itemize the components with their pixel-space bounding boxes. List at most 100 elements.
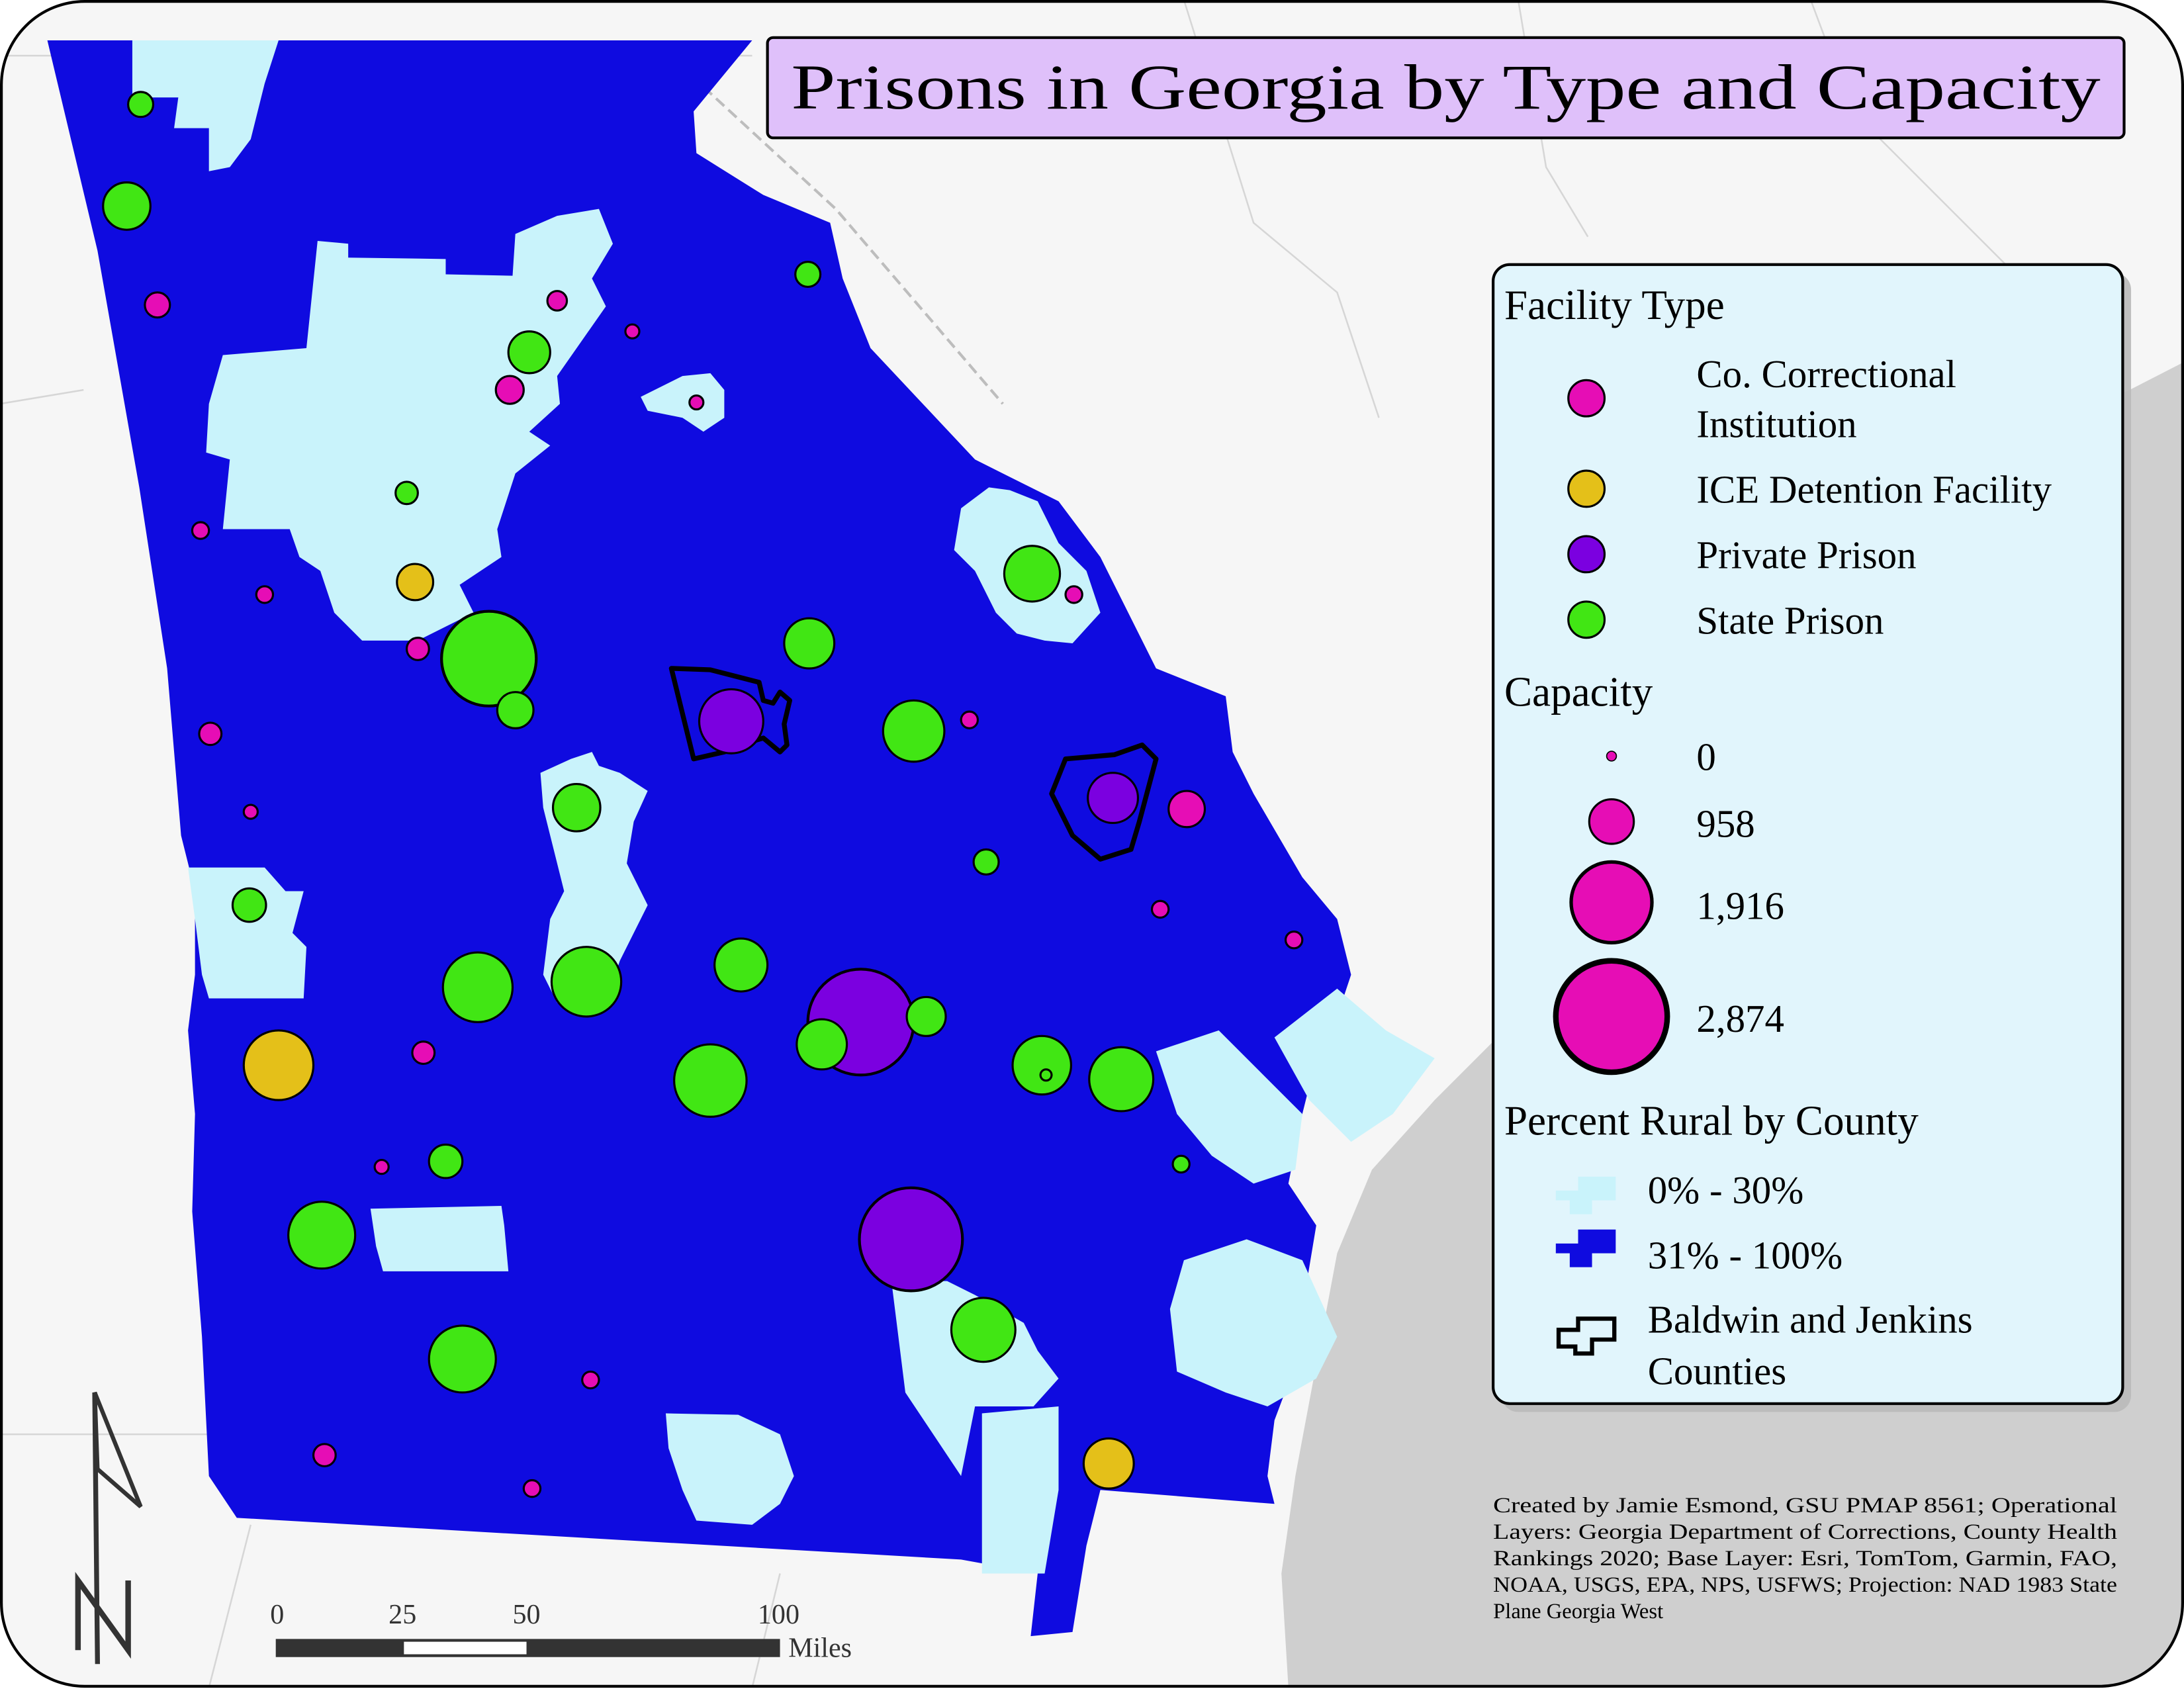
facility-marker-state-prison[interactable] <box>287 1201 357 1270</box>
facility-marker-state-prison[interactable] <box>794 260 822 288</box>
legend-capacity-label-2874: 2,874 <box>1696 997 1784 1040</box>
legend-label-highlight-1: Baldwin and Jenkins <box>1648 1298 1973 1341</box>
facility-marker-county-correctional[interactable] <box>1284 930 1304 950</box>
facility-marker-state-prison[interactable] <box>972 848 1000 876</box>
facility-marker-private-prison[interactable] <box>858 1186 964 1293</box>
facility-marker-county-correctional[interactable] <box>688 394 705 411</box>
facility-marker-county-correctional[interactable] <box>191 521 210 540</box>
map-title: Prisons in Georgia by Type and Capacity <box>791 52 2101 122</box>
legend-capacity-1916 <box>1569 860 1654 945</box>
facility-marker-ice-detention[interactable] <box>1082 1437 1135 1490</box>
legend-label-county-correctional-2: Institution <box>1696 403 1856 446</box>
facility-marker-county-correctional[interactable] <box>1167 790 1206 829</box>
facility-marker-county-correctional[interactable] <box>1150 899 1170 919</box>
facility-marker-state-prison[interactable] <box>231 887 267 923</box>
north-arrow-head-icon <box>92 1391 143 1508</box>
scale-bar-light-segment <box>404 1641 527 1655</box>
facility-marker-state-prison[interactable] <box>550 946 623 1018</box>
legend-capacity-label-958: 958 <box>1696 802 1754 845</box>
facility-marker-private-prison[interactable] <box>1087 772 1140 825</box>
legend-label-highlight-2: Counties <box>1648 1349 1786 1393</box>
facility-marker-state-prison[interactable] <box>496 691 535 729</box>
credits-line-3: Rankings 2020; Base Layer: Esri, TomTom,… <box>1493 1547 2117 1571</box>
legend-heading-capacity: Capacity <box>1504 669 1653 715</box>
legend-capacity-958 <box>1588 798 1635 845</box>
legend-capacity-0 <box>1606 751 1617 762</box>
scale-bar-dark <box>275 1639 780 1657</box>
credits-line-2: Layers: Georgia Department of Correction… <box>1493 1520 2117 1544</box>
facility-marker-county-correctional[interactable] <box>960 710 979 729</box>
legend-label-ice-detention: ICE Detention Facility <box>1696 469 2052 512</box>
facility-marker-state-prison[interactable] <box>1088 1046 1155 1113</box>
facility-marker-county-correctional[interactable] <box>546 290 569 312</box>
facility-marker-state-prison[interactable] <box>783 617 836 670</box>
legend-label-rural-high: 31% - 100% <box>1648 1234 1843 1277</box>
facilities-layer <box>102 91 1304 1498</box>
legend-label-rural-low: 0% - 30% <box>1648 1169 1804 1212</box>
scale-tick-50: 50 <box>512 1600 540 1630</box>
facility-marker-state-prison[interactable] <box>905 995 947 1037</box>
legend-heading-rural: Percent Rural by County <box>1504 1098 1919 1144</box>
facility-marker-state-prison[interactable] <box>441 951 514 1023</box>
legend: Facility Type Co. Correctional Instituti… <box>1492 263 2132 1412</box>
legend-label-private-prison: Private Prison <box>1696 533 1916 576</box>
legend-capacity-label-1916: 1,916 <box>1696 885 1784 928</box>
facility-marker-state-prison[interactable] <box>394 480 419 506</box>
facility-marker-ice-detention[interactable] <box>242 1029 315 1101</box>
facility-marker-county-correctional[interactable] <box>144 291 171 319</box>
facility-marker-state-prison[interactable] <box>882 699 946 763</box>
legend-label-state-prison: State Prison <box>1696 599 1884 642</box>
scale-bar: 0 25 50 100 Miles <box>270 1600 852 1663</box>
legend-heading-facility-type: Facility Type <box>1504 282 1725 328</box>
facility-marker-state-prison[interactable] <box>1039 1068 1053 1082</box>
facility-marker-state-prison[interactable] <box>713 937 769 993</box>
credits: Created by Jamie Esmond, GSU PMAP 8561; … <box>1493 1494 2117 1623</box>
facility-marker-state-prison[interactable] <box>428 1324 497 1394</box>
legend-label-county-correctional-1: Co. Correctional <box>1696 353 1956 396</box>
facility-marker-county-correctional[interactable] <box>255 585 275 604</box>
north-letter-n-icon <box>75 1571 131 1659</box>
scale-tick-25: 25 <box>388 1600 416 1630</box>
facility-marker-state-prison[interactable] <box>551 782 602 833</box>
facility-marker-county-correctional[interactable] <box>494 375 525 405</box>
facility-marker-state-prison[interactable] <box>428 1143 464 1179</box>
jenkins-county-outline[interactable] <box>1049 742 1159 862</box>
facility-marker-state-prison[interactable] <box>102 181 152 231</box>
facility-marker-private-prison[interactable] <box>698 688 764 754</box>
legend-swatch-baldwin-jenkins <box>1556 1316 1617 1356</box>
facility-marker-county-correctional[interactable] <box>242 803 259 820</box>
facility-marker-county-correctional[interactable] <box>405 637 430 661</box>
facility-marker-state-prison[interactable] <box>1171 1154 1191 1174</box>
legend-swatch-state-prison <box>1567 600 1606 639</box>
facility-marker-county-correctional[interactable] <box>581 1370 600 1390</box>
credits-line-4: NOAA, USGS, EPA, NPS, USFWS; Projection:… <box>1493 1573 2117 1597</box>
facility-marker-state-prison[interactable] <box>673 1043 748 1118</box>
legend-swatch-county-correctional <box>1567 379 1606 418</box>
facility-marker-county-correctional[interactable] <box>1064 585 1083 604</box>
facility-marker-county-correctional[interactable] <box>373 1159 390 1175</box>
facility-marker-state-prison[interactable] <box>1011 1034 1073 1096</box>
facility-marker-county-correctional[interactable] <box>198 721 223 747</box>
facility-marker-state-prison[interactable] <box>950 1297 1017 1363</box>
scale-unit: Miles <box>788 1633 852 1664</box>
facility-marker-county-correctional[interactable] <box>624 323 641 340</box>
facility-marker-state-prison[interactable] <box>507 330 551 375</box>
credits-line-5: Plane Georgia West <box>1493 1600 1663 1623</box>
facility-marker-state-prison[interactable] <box>127 91 155 118</box>
credits-line-1: Created by Jamie Esmond, GSU PMAP 8561; … <box>1493 1494 2117 1518</box>
legend-swatch-ice-detention <box>1567 469 1606 508</box>
title-box: Prisons in Georgia by Type and Capacity <box>766 36 2126 140</box>
scale-tick-100: 100 <box>758 1600 799 1630</box>
facility-marker-county-correctional[interactable] <box>411 1040 436 1066</box>
north-arrow <box>75 1391 143 1665</box>
facility-marker-county-correctional[interactable] <box>312 1443 337 1468</box>
legend-swatch-rural-low <box>1555 1176 1616 1214</box>
facility-marker-ice-detention[interactable] <box>396 563 435 602</box>
facility-marker-state-prison[interactable] <box>796 1018 848 1071</box>
facility-marker-state-prison[interactable] <box>440 610 538 708</box>
facility-marker-state-prison[interactable] <box>1003 545 1062 603</box>
facility-marker-county-correctional[interactable] <box>522 1479 542 1498</box>
